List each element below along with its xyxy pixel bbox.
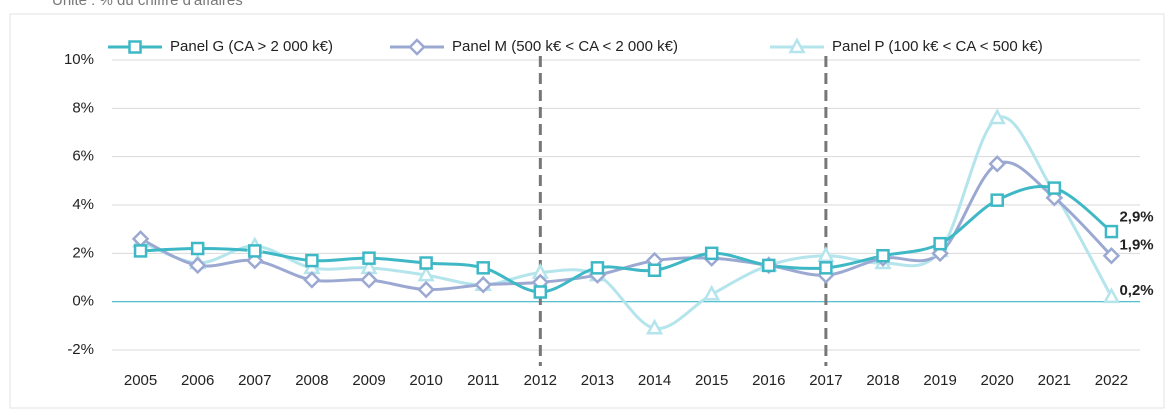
legend-marker bbox=[788, 37, 806, 54]
data-point bbox=[704, 246, 719, 261]
data-point bbox=[417, 280, 435, 299]
data-point bbox=[876, 249, 890, 263]
legend-label: Panel M (500 k€ < CA < 2 000 k€) bbox=[452, 38, 678, 55]
x-tick-label: 2011 bbox=[467, 372, 499, 389]
x-tick-label: 2015 bbox=[695, 372, 728, 389]
data-point bbox=[190, 241, 205, 256]
chart-subtitle: Unité : % du chiffre d'affaires bbox=[52, 0, 243, 9]
y-tick-label: -2% bbox=[67, 341, 94, 358]
data-point bbox=[645, 318, 664, 335]
x-tick-label: 2012 bbox=[524, 372, 557, 389]
data-point bbox=[362, 251, 376, 265]
y-tick-label: 4% bbox=[72, 196, 94, 213]
data-point bbox=[990, 193, 1004, 207]
data-point bbox=[419, 256, 433, 270]
data-point bbox=[703, 284, 721, 301]
data-point bbox=[248, 244, 262, 258]
chart-frame bbox=[9, 13, 1165, 409]
data-point bbox=[533, 285, 548, 299]
y-tick-label: 2% bbox=[72, 244, 94, 261]
x-tick-label: 2009 bbox=[352, 372, 385, 389]
y-tick-label: 0% bbox=[72, 293, 94, 310]
data-point bbox=[988, 155, 1006, 173]
x-tick-label: 2010 bbox=[409, 372, 442, 389]
x-tick-label: 2013 bbox=[581, 372, 614, 389]
data-label: 0,2% bbox=[1119, 282, 1153, 299]
data-label: 2,9% bbox=[1119, 209, 1153, 226]
y-tick-label: 8% bbox=[72, 99, 94, 116]
data-point bbox=[305, 253, 319, 268]
legend-marker bbox=[128, 40, 142, 54]
data-point bbox=[762, 258, 776, 273]
data-point bbox=[819, 261, 833, 275]
x-tick-label: 2006 bbox=[181, 372, 214, 389]
x-tick-label: 2021 bbox=[1038, 372, 1071, 389]
data-point bbox=[1104, 224, 1119, 239]
legend-marker bbox=[408, 38, 426, 56]
data-label: 1,9% bbox=[1119, 237, 1153, 254]
data-point bbox=[1102, 246, 1121, 265]
data-point bbox=[188, 256, 207, 275]
x-tick-label: 2018 bbox=[866, 372, 899, 389]
data-point bbox=[476, 261, 490, 275]
data-point bbox=[817, 246, 835, 262]
data-point bbox=[1047, 181, 1062, 195]
x-tick-label: 2022 bbox=[1095, 372, 1128, 389]
x-tick-label: 2007 bbox=[238, 372, 271, 389]
x-tick-label: 2014 bbox=[638, 372, 671, 389]
data-point bbox=[360, 271, 378, 289]
data-point bbox=[133, 244, 148, 258]
data-point bbox=[474, 275, 492, 294]
data-point bbox=[303, 271, 321, 289]
x-tick-label: 2005 bbox=[124, 372, 157, 389]
y-tick-label: 6% bbox=[72, 148, 94, 165]
data-point bbox=[1102, 287, 1121, 304]
x-tick-label: 2017 bbox=[809, 372, 842, 389]
data-point bbox=[988, 108, 1006, 125]
data-point bbox=[647, 263, 662, 277]
data-point bbox=[933, 236, 947, 251]
x-tick-label: 2020 bbox=[981, 372, 1014, 389]
x-tick-label: 2019 bbox=[923, 372, 956, 389]
legend-label: Panel P (100 k€ < CA < 500 k€) bbox=[832, 38, 1043, 55]
x-tick-label: 2016 bbox=[752, 372, 785, 389]
data-point bbox=[590, 261, 605, 275]
x-tick-label: 2008 bbox=[295, 372, 328, 389]
y-tick-label: 10% bbox=[64, 51, 94, 68]
data-point bbox=[417, 265, 435, 282]
series-line bbox=[140, 184, 1113, 294]
legend-label: Panel G (CA > 2 000 k€) bbox=[170, 38, 333, 55]
